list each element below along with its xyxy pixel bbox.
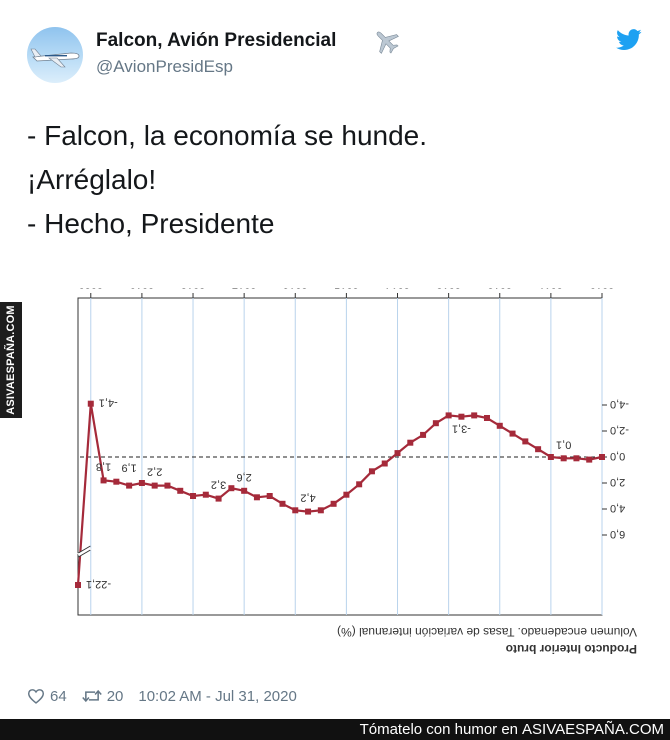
data-point bbox=[279, 500, 286, 507]
tweet-text-line: ¡Arréglalo! bbox=[27, 164, 157, 195]
airplane-icon bbox=[372, 27, 400, 60]
data-point bbox=[560, 455, 567, 462]
data-point bbox=[445, 412, 452, 419]
x-tick-label: 2017 bbox=[232, 288, 256, 290]
data-label: 1,9 bbox=[121, 462, 136, 474]
data-point bbox=[330, 500, 337, 507]
y-tick-label: 0,0 bbox=[610, 450, 625, 462]
data-point bbox=[190, 493, 197, 499]
x-tick-label: 2014 bbox=[385, 288, 409, 290]
axis-break-mark bbox=[78, 549, 91, 558]
x-tick-label: 2019 bbox=[130, 288, 154, 290]
data-point bbox=[432, 420, 439, 427]
data-point bbox=[215, 495, 222, 502]
tweet-footer: 64 20 10:02 AM - Jul 31, 2020 bbox=[27, 686, 297, 706]
retweet-icon bbox=[81, 689, 102, 703]
data-label: 0,1 bbox=[556, 438, 571, 450]
data-point bbox=[356, 481, 363, 488]
data-point bbox=[305, 508, 312, 515]
watermark-vertical-text: ASIVAESPAÑA.COM bbox=[5, 305, 17, 415]
banner-text: Tómatelo con humor en bbox=[359, 721, 519, 738]
avatar-plane-image bbox=[30, 48, 80, 68]
data-point bbox=[471, 412, 478, 419]
data-point bbox=[343, 491, 350, 498]
data-point bbox=[573, 455, 580, 462]
retweet-count: 20 bbox=[106, 687, 124, 705]
data-point bbox=[458, 413, 465, 420]
x-tick-label: 2015 bbox=[334, 288, 358, 290]
tweet-timestamp[interactable]: 10:02 AM - Jul 31, 2020 bbox=[138, 687, 297, 705]
data-point bbox=[100, 477, 107, 484]
data-point bbox=[177, 487, 184, 494]
heart-icon bbox=[27, 689, 45, 704]
data-point bbox=[151, 482, 158, 489]
data-point bbox=[126, 482, 133, 489]
data-label: 2,6 bbox=[236, 471, 251, 483]
x-tick-label: 2013 bbox=[436, 288, 460, 290]
site-banner: Tómatelo con humor en ASIVAESPAÑA.COM bbox=[0, 719, 670, 740]
data-point bbox=[317, 507, 324, 514]
data-label: 3,2 bbox=[211, 479, 226, 491]
data-point bbox=[535, 446, 542, 453]
axis-break-mark bbox=[78, 545, 91, 554]
x-tick-label: 2016 bbox=[283, 288, 307, 290]
data-point bbox=[509, 430, 516, 437]
data-label: -22,1 bbox=[86, 578, 111, 590]
data-label: -4,1 bbox=[99, 397, 118, 409]
data-point bbox=[241, 487, 248, 494]
tweet-text-line: - Hecho, Presidente bbox=[27, 208, 275, 239]
data-point bbox=[164, 482, 171, 489]
y-tick-label: 4,0 bbox=[610, 502, 625, 514]
data-point bbox=[138, 480, 145, 486]
data-point bbox=[253, 494, 260, 501]
axis-break-gap bbox=[77, 546, 92, 557]
tweet-text: - Falcon, la economía se hunde. ¡Arrégla… bbox=[27, 114, 427, 246]
twitter-bird-icon[interactable] bbox=[616, 29, 642, 56]
watermark-vertical: ASIVAESPAÑA.COM bbox=[0, 302, 22, 418]
x-tick-label: 2018 bbox=[181, 288, 205, 290]
data-point bbox=[292, 507, 299, 514]
data-point bbox=[113, 478, 120, 485]
like-button[interactable]: 64 bbox=[27, 688, 67, 705]
chart-caption: Producto Interior bruto bbox=[506, 642, 637, 656]
data-point bbox=[394, 450, 401, 457]
y-tick-label: -4,0 bbox=[610, 398, 629, 410]
y-tick-label: -2,0 bbox=[610, 424, 629, 436]
data-point bbox=[586, 456, 593, 463]
y-tick-label: 6,0 bbox=[610, 528, 625, 540]
data-label: 1,8 bbox=[96, 460, 111, 472]
x-tick-label: 2011 bbox=[539, 288, 563, 290]
data-point bbox=[228, 485, 235, 492]
like-count: 64 bbox=[50, 687, 67, 705]
data-point bbox=[522, 438, 529, 445]
data-point bbox=[599, 454, 605, 460]
data-point bbox=[368, 468, 375, 475]
data-point bbox=[266, 493, 273, 499]
data-point bbox=[547, 454, 554, 460]
data-label: -3,1 bbox=[452, 423, 471, 435]
tweet-text-line: - Falcon, la economía se hunde. bbox=[27, 120, 428, 151]
data-point bbox=[202, 491, 209, 498]
data-label: 2,2 bbox=[147, 466, 162, 478]
data-label: 4,2 bbox=[300, 492, 315, 504]
data-point bbox=[87, 400, 94, 407]
data-point bbox=[407, 439, 414, 446]
data-point bbox=[381, 460, 388, 467]
data-point bbox=[483, 415, 490, 421]
y-tick-label: 2,0 bbox=[610, 476, 625, 488]
display-name[interactable]: Falcon, Avión Presidencial bbox=[96, 30, 337, 51]
retweet-button[interactable]: 20 bbox=[81, 687, 124, 705]
chart-caption: Volumen encadenado. Tasas de variación i… bbox=[337, 625, 637, 639]
avatar[interactable] bbox=[27, 27, 83, 83]
x-tick-label: 2020 bbox=[79, 288, 103, 290]
user-handle[interactable]: @AvionPresidEsp bbox=[96, 57, 233, 76]
data-point bbox=[75, 582, 81, 588]
data-point bbox=[496, 422, 503, 429]
x-tick-label: 2012 bbox=[488, 288, 512, 290]
banner-site-link[interactable]: ASIVAESPAÑA.COM bbox=[522, 721, 664, 738]
data-point bbox=[420, 431, 427, 438]
